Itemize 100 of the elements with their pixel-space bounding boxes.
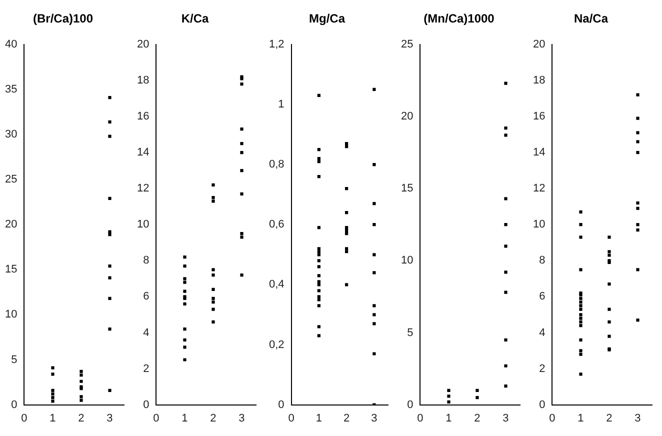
x-tick-label: 2 [606,412,612,424]
point [608,282,611,286]
point [579,352,582,356]
point [212,274,215,277]
y-tick-label: 12 [532,182,546,195]
y-tick-label: 0,4 [268,278,284,291]
y-tick-label: 15 [4,264,18,276]
y-tick-label: 10 [400,254,414,267]
point [108,230,112,234]
point [212,300,215,304]
point [108,276,112,280]
point [447,400,450,404]
point [345,247,348,250]
point [317,295,320,298]
point [240,150,244,154]
point [579,372,582,376]
x-tick-label: 3 [238,412,245,424]
point [183,358,186,362]
point [240,192,244,196]
point [108,196,112,200]
y-tick-label: 16 [136,110,150,123]
x-tick-label: 0 [549,412,556,424]
point [636,201,640,205]
y-tick-label: 5 [11,354,18,366]
point [345,226,348,230]
point [345,250,348,254]
point [183,338,186,342]
y-tick-label: 12 [136,182,150,195]
y-tick-label: 10 [136,218,150,231]
x-tick-label: 0 [153,412,160,424]
point [345,232,348,236]
point [608,254,611,257]
point [372,271,376,274]
y-tick-label: 5 [407,326,414,339]
point [212,288,215,292]
point [636,150,640,154]
point [51,366,54,370]
y-tick-label: 6 [143,290,150,303]
x-tick-label: 1 [316,412,322,424]
point [447,388,450,392]
y-tick-label: 0,2 [268,338,284,351]
point [447,394,450,398]
point [579,300,582,304]
point [317,298,320,302]
x-tick-label: 1 [182,412,188,424]
x-tick-label: 2 [343,412,350,424]
point [317,253,320,256]
x-tick-label: 1 [50,412,56,424]
point [317,274,320,278]
point [579,308,582,311]
y-tick-label: 0 [143,398,150,411]
point [212,268,215,272]
point [108,388,112,392]
x-tick-label: 0 [21,412,28,424]
point [579,313,582,316]
y-tick-label: 20 [400,110,414,123]
y-tick-label: 15 [400,182,414,195]
y-tick-label: 0,8 [268,158,284,171]
y-tick-label: 4 [143,326,150,339]
y-tick-label: 18 [532,74,546,86]
point [636,140,640,144]
point [372,322,376,326]
point [636,228,640,232]
point [579,338,582,342]
point [636,318,640,322]
x-tick-label: 1 [578,412,584,424]
y-tick-label: 16 [532,110,546,123]
chart-title: (Mn/Ca)1000 [424,12,495,26]
point [317,334,320,338]
point [240,128,244,131]
point [372,88,376,92]
point [504,223,508,226]
point [240,142,244,146]
point [317,265,320,268]
point [504,384,508,388]
point [345,142,348,146]
point [240,232,244,236]
point [317,226,320,230]
y-tick-label: 4 [539,326,546,339]
y-tick-label: 10 [4,308,18,321]
y-tick-label: 20 [532,38,546,50]
y-tick-label: 20 [4,218,18,231]
point [80,395,83,398]
point [240,274,244,277]
point [317,283,320,286]
point [345,144,348,148]
point [504,364,508,368]
point [636,223,640,226]
point [240,236,244,239]
y-tick-label: 1,2 [268,38,284,50]
point [476,388,479,392]
y-tick-label: 18 [136,74,150,86]
point [317,148,320,152]
point [108,296,112,300]
x-tick-label: 0 [417,412,424,424]
point [636,93,640,96]
point [183,264,186,268]
y-tick-label: 35 [4,83,18,96]
point [372,304,376,308]
point [608,236,611,239]
